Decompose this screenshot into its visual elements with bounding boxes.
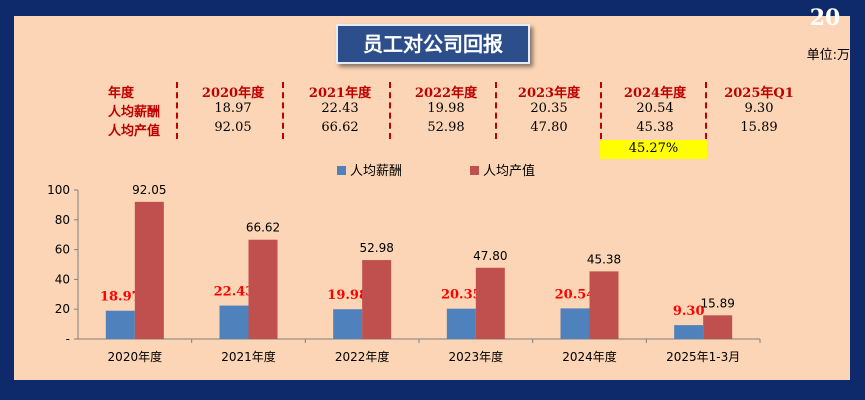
output-2025q1: 15.89 bbox=[740, 120, 778, 135]
data-label-salary: 20.54 bbox=[555, 287, 596, 302]
y-tick-label: 20 bbox=[55, 302, 70, 316]
y-tick-label: 60 bbox=[55, 243, 70, 257]
table-separator bbox=[600, 82, 602, 139]
data-label-salary: 18.97 bbox=[100, 290, 141, 305]
legend-label-output: 人均产值 bbox=[483, 163, 535, 179]
table-separator bbox=[705, 82, 707, 139]
row-label-salary: 人均薪酬 bbox=[108, 105, 161, 120]
bar-salary bbox=[219, 305, 249, 339]
bar-output bbox=[134, 201, 164, 339]
data-label-output: 47.80 bbox=[473, 249, 507, 263]
bar-output bbox=[703, 315, 733, 339]
salary-2021: 22.43 bbox=[321, 101, 359, 116]
page-number: 20 bbox=[809, 5, 841, 31]
y-tick-label: - bbox=[66, 332, 70, 346]
y-tick-label: 80 bbox=[55, 213, 70, 227]
y-tick-label: 100 bbox=[47, 183, 70, 197]
table-separator bbox=[495, 82, 497, 139]
slide-title: 员工对公司回报 bbox=[336, 24, 530, 64]
y-tick-label: 40 bbox=[55, 272, 70, 286]
x-tick-label: 2023年度 bbox=[449, 349, 504, 364]
highlight-percentage: 45.27% bbox=[628, 141, 679, 156]
table-separator bbox=[176, 82, 178, 139]
bar-salary bbox=[105, 310, 135, 339]
bar-salary bbox=[333, 309, 363, 339]
table-header-2023: 2023年度 bbox=[517, 86, 581, 101]
data-table: 年度 2020年度 2021年度 2022年度 2023年度 2024年度 20… bbox=[0, 0, 865, 160]
bar-output bbox=[362, 260, 392, 339]
x-tick-label: 2021年度 bbox=[221, 349, 276, 364]
data-label-output: 92.05 bbox=[132, 183, 166, 197]
highlight-box bbox=[600, 140, 707, 159]
bar-salary bbox=[560, 308, 590, 339]
legend-label-salary: 人均薪酬 bbox=[350, 164, 402, 179]
salary-2022: 19.98 bbox=[427, 101, 465, 116]
data-label-output: 66.62 bbox=[246, 221, 280, 235]
unit-label: 单位:万 bbox=[806, 48, 850, 63]
data-label-salary: 22.43 bbox=[214, 285, 255, 300]
data-label-salary: 19.98 bbox=[327, 288, 368, 303]
salary-2020: 18.97 bbox=[214, 101, 252, 116]
data-label-output: 15.89 bbox=[700, 296, 734, 310]
table-header-2024: 2024年度 bbox=[623, 86, 687, 101]
table-header-2021: 2021年度 bbox=[308, 86, 372, 101]
salary-2023: 20.35 bbox=[530, 101, 568, 116]
bar-output bbox=[248, 239, 278, 339]
data-label-salary: 20.35 bbox=[441, 288, 482, 303]
table-header-2025q1: 2025年Q1 bbox=[724, 86, 794, 101]
salary-2024: 20.54 bbox=[636, 101, 674, 116]
table-separator bbox=[389, 82, 391, 139]
table-separator bbox=[282, 82, 284, 139]
x-tick-label: 2020年度 bbox=[108, 349, 163, 364]
data-label-output: 52.98 bbox=[359, 241, 393, 255]
output-2022: 52.98 bbox=[427, 120, 465, 135]
output-2020: 92.05 bbox=[214, 120, 252, 135]
legend-swatch-output bbox=[470, 166, 479, 175]
bar-output bbox=[475, 267, 505, 339]
legend-swatch-salary bbox=[337, 166, 346, 175]
row-label-output: 人均产值 bbox=[108, 124, 161, 139]
x-tick-label: 2025年1-3月 bbox=[666, 350, 740, 364]
output-2024: 45.38 bbox=[636, 120, 674, 135]
bar-salary bbox=[446, 308, 476, 339]
x-tick-label: 2022年度 bbox=[335, 349, 390, 364]
table-header-2020: 2020年度 bbox=[201, 86, 265, 101]
x-tick-label: 2024年度 bbox=[562, 349, 617, 364]
data-label-output: 45.38 bbox=[587, 252, 621, 266]
bar-output bbox=[589, 271, 619, 339]
output-2021: 66.62 bbox=[321, 120, 359, 135]
table-corner-label: 年度 bbox=[108, 86, 135, 101]
table-header-2022: 2022年度 bbox=[414, 86, 478, 101]
data-label-salary: 9.30 bbox=[673, 304, 705, 319]
output-2023: 47.80 bbox=[530, 120, 568, 135]
bar-salary bbox=[674, 325, 704, 339]
salary-2025q1: 9.30 bbox=[744, 101, 774, 116]
